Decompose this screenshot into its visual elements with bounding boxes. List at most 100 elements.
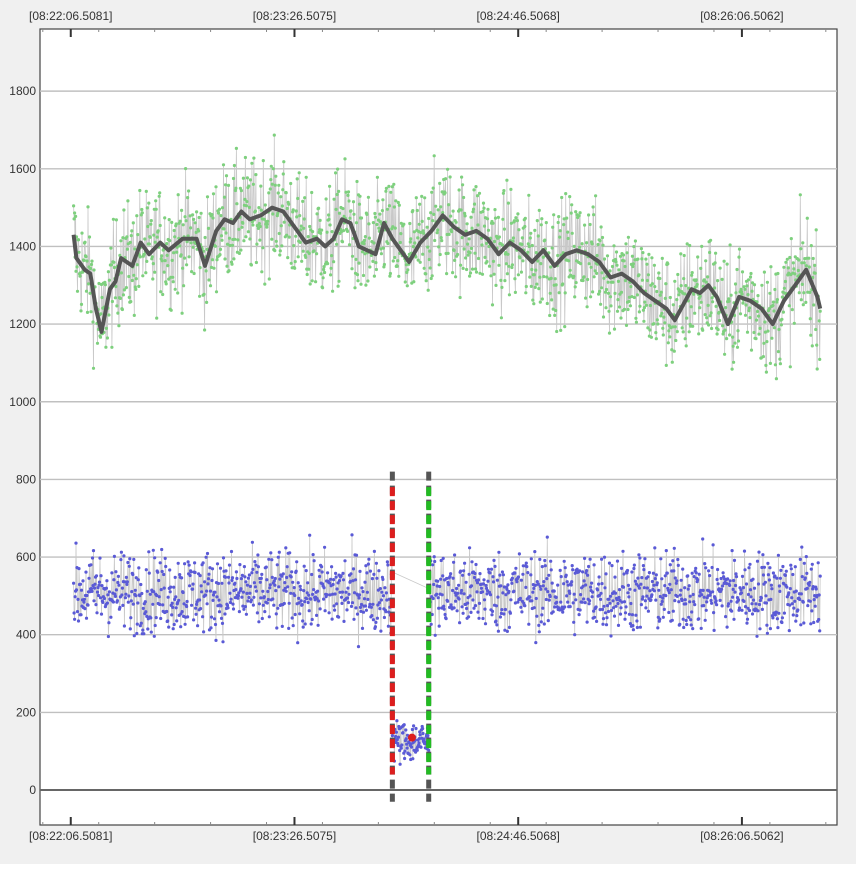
lower-series-point bbox=[643, 599, 648, 603]
upper-series-point bbox=[269, 164, 273, 168]
upper-series-point bbox=[776, 350, 781, 354]
upper-series-point bbox=[716, 328, 720, 332]
upper-series-point bbox=[744, 303, 748, 307]
upper-series-point bbox=[772, 326, 777, 330]
lower-series-point bbox=[662, 607, 666, 612]
upper-series-point bbox=[809, 333, 813, 337]
lower-series-point bbox=[442, 604, 446, 608]
upper-series-point bbox=[814, 228, 818, 232]
upper-series-point bbox=[79, 309, 83, 313]
lower-series-point bbox=[364, 608, 368, 612]
lower-series-point bbox=[340, 590, 345, 594]
upper-series-point bbox=[83, 240, 87, 244]
lower-series-point bbox=[699, 626, 703, 631]
upper-series-point bbox=[257, 206, 261, 210]
lower-series-point bbox=[259, 596, 263, 600]
upper-series-point bbox=[427, 257, 431, 262]
lower-series-point bbox=[87, 576, 91, 580]
lower-series-point bbox=[672, 546, 676, 550]
lower-series-point bbox=[807, 583, 811, 587]
lower-series-point bbox=[587, 564, 591, 569]
upper-series-point bbox=[506, 252, 510, 256]
lower-series-point bbox=[755, 634, 759, 638]
lower-series-point bbox=[648, 589, 652, 593]
upper-series-point bbox=[524, 284, 528, 289]
upper-series-point bbox=[730, 367, 734, 371]
lower-series-point bbox=[605, 616, 609, 620]
upper-series-point bbox=[334, 207, 338, 211]
upper-series-point bbox=[78, 274, 82, 278]
lower-series-point bbox=[102, 596, 106, 601]
upper-series-point bbox=[711, 300, 715, 304]
upper-series-point bbox=[358, 194, 362, 198]
lower-series-point bbox=[601, 617, 606, 621]
upper-series-point bbox=[750, 281, 755, 285]
lower-series-point bbox=[74, 541, 78, 545]
lower-series-point bbox=[665, 571, 669, 575]
lower-series-point bbox=[213, 590, 217, 594]
lower-series-point bbox=[571, 601, 575, 605]
upper-series-point bbox=[617, 305, 622, 309]
lower-series-point bbox=[352, 617, 356, 621]
upper-series-point bbox=[504, 262, 508, 266]
upper-series-point bbox=[239, 248, 243, 252]
upper-series-point bbox=[154, 199, 158, 203]
upper-series-point bbox=[604, 287, 609, 292]
lower-series-point bbox=[459, 569, 463, 573]
upper-series-point bbox=[523, 224, 527, 229]
upper-series-point bbox=[147, 242, 151, 246]
upper-series-point bbox=[85, 310, 90, 314]
upper-series-point bbox=[683, 337, 687, 341]
lower-series-point bbox=[555, 600, 559, 605]
upper-series-point bbox=[205, 300, 209, 304]
lower-series-point bbox=[311, 553, 315, 557]
lower-series-point bbox=[372, 572, 376, 577]
lower-series-point bbox=[619, 566, 624, 571]
lower-series-point bbox=[581, 570, 585, 574]
lower-series-point bbox=[637, 553, 641, 557]
lower-series-point bbox=[616, 601, 620, 606]
upper-series-point bbox=[350, 254, 355, 258]
upper-series-point bbox=[314, 280, 318, 284]
lower-series-point bbox=[114, 588, 118, 592]
upper-series-point bbox=[709, 238, 713, 242]
upper-series-point bbox=[169, 308, 173, 312]
lower-series-point bbox=[332, 604, 336, 608]
lower-series-point bbox=[669, 588, 673, 592]
lower-series-point bbox=[158, 561, 162, 565]
upper-series-point bbox=[519, 270, 524, 274]
upper-series-point bbox=[178, 219, 182, 223]
upper-series-point bbox=[589, 265, 593, 269]
upper-series-point bbox=[104, 345, 108, 349]
lower-series-point bbox=[92, 586, 97, 590]
lower-series-point bbox=[233, 596, 237, 600]
upper-series-point bbox=[273, 183, 277, 187]
lower-series-point bbox=[645, 594, 649, 598]
upper-series-point bbox=[656, 322, 660, 326]
lower-series-point bbox=[752, 586, 757, 590]
upper-series-point bbox=[542, 275, 546, 279]
lower-series-point bbox=[694, 571, 698, 575]
upper-series-point bbox=[353, 286, 357, 290]
upper-series-point bbox=[592, 275, 596, 279]
lower-series-point bbox=[597, 582, 601, 586]
upper-series-point bbox=[223, 183, 228, 187]
upper-series-point bbox=[302, 217, 306, 221]
marker-layer bbox=[389, 471, 432, 802]
lower-series-point bbox=[435, 584, 439, 588]
upper-series-point bbox=[505, 178, 509, 182]
upper-series-point bbox=[105, 336, 109, 340]
lower-series-point bbox=[306, 600, 310, 605]
upper-series-point bbox=[553, 313, 557, 317]
highlighted-point[interactable] bbox=[407, 733, 416, 742]
lower-series-point bbox=[178, 573, 182, 577]
lower-series-point bbox=[550, 581, 554, 585]
lower-series-point bbox=[683, 598, 687, 602]
upper-series-point bbox=[450, 230, 454, 234]
lower-series-point bbox=[72, 581, 76, 585]
lower-series-point bbox=[675, 579, 679, 583]
lower-series-point bbox=[608, 594, 613, 598]
upper-series-point bbox=[594, 194, 598, 198]
upper-series-point bbox=[385, 207, 389, 211]
lower-series-point bbox=[97, 580, 102, 584]
